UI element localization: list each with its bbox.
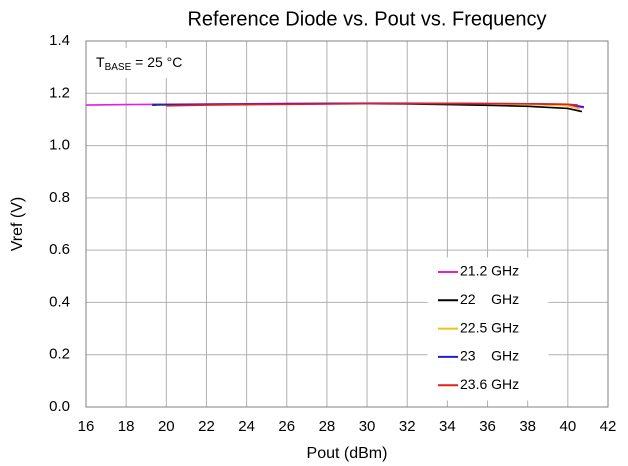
legend-label: 21.2 GHz	[460, 263, 519, 279]
x-tick-label: 16	[78, 418, 95, 435]
plot-frame	[85, 40, 609, 408]
annotation-sub: BASE	[105, 62, 132, 73]
y-tick-label: 0.8	[49, 189, 70, 206]
annotation-main: T	[96, 54, 105, 70]
annotation-rest: = 25 °C	[131, 54, 182, 70]
y-tick-label: 0.4	[49, 293, 70, 310]
x-tick-label: 22	[198, 418, 215, 435]
chart-title: Reference Diode vs. Pout vs. Frequency	[187, 8, 546, 30]
y-tick-label: 1.4	[49, 32, 70, 49]
x-tick-label: 18	[118, 418, 135, 435]
x-tick-label: 42	[600, 418, 617, 435]
x-axis-label: Pout (dBm)	[307, 445, 388, 462]
legend-label: 22.5 GHz	[460, 319, 519, 335]
x-tick-label: 38	[519, 418, 536, 435]
legend-label: 23.6 GHz	[460, 376, 519, 392]
y-tick-label: 1.0	[49, 137, 70, 154]
x-tick-label: 30	[359, 418, 376, 435]
x-tick-label: 40	[560, 418, 577, 435]
legend-label: 23 GHz	[460, 348, 519, 364]
x-tick-label: 24	[238, 418, 255, 435]
legend: 21.2 GHz 22 GHz 22.5 GHz 23 GHz 23.6 GHz	[427, 257, 549, 401]
y-axis-label: Vref (V)	[9, 197, 26, 252]
x-tick-label: 28	[319, 418, 336, 435]
y-tick-label: 1.2	[49, 84, 70, 101]
y-tick-label: 0.6	[49, 241, 70, 258]
series-line	[166, 102, 578, 107]
annotation-box	[90, 48, 202, 78]
y-tick-label: 0.2	[49, 346, 70, 363]
legend-label: 22 GHz	[460, 291, 519, 307]
x-tick-label: 26	[278, 418, 295, 435]
grid: 16 18 20 22 24 26 28 30 32 34 36 38 40 42 0.0 0.2 0.4 0.6…	[49, 32, 616, 435]
y-tick-label: 0.0	[49, 398, 70, 415]
x-tick-label: 34	[439, 418, 456, 435]
x-tick-label: 20	[158, 418, 175, 435]
lines	[85, 102, 585, 113]
x-tick-label: 36	[479, 418, 496, 435]
x-tick-label: 32	[399, 418, 416, 435]
annotation: TBASE = 25 °C	[96, 54, 182, 73]
